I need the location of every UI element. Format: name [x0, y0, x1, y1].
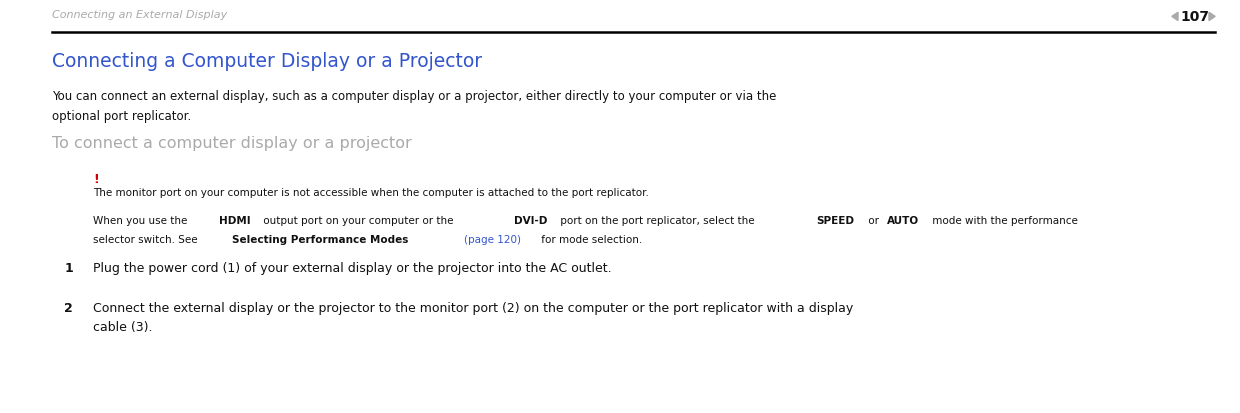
Text: or: or	[866, 216, 882, 225]
Text: When you use the: When you use the	[93, 216, 191, 225]
Text: Selecting Performance Modes: Selecting Performance Modes	[232, 235, 412, 244]
Text: DVI-D: DVI-D	[513, 216, 547, 225]
Text: SPEED: SPEED	[816, 216, 854, 225]
Text: for mode selection.: for mode selection.	[538, 235, 642, 244]
Text: Connecting an External Display: Connecting an External Display	[52, 10, 227, 20]
Text: HDMI: HDMI	[219, 216, 250, 225]
Text: To connect a computer display or a projector: To connect a computer display or a proje…	[52, 135, 412, 150]
Text: selector switch. See: selector switch. See	[93, 235, 201, 244]
Text: 107: 107	[1180, 10, 1209, 24]
Text: output port on your computer or the: output port on your computer or the	[259, 216, 456, 225]
Text: !: !	[93, 172, 99, 185]
Polygon shape	[1172, 13, 1178, 21]
Text: 1: 1	[64, 261, 73, 274]
Text: AUTO: AUTO	[887, 216, 919, 225]
Text: The monitor port on your computer is not accessible when the computer is attache: The monitor port on your computer is not…	[93, 187, 649, 197]
Text: 2: 2	[64, 301, 73, 314]
Text: port on the port replicator, select the: port on the port replicator, select the	[557, 216, 758, 225]
Text: Plug the power cord (1) of your external display or the projector into the AC ou: Plug the power cord (1) of your external…	[93, 261, 611, 274]
Text: cable (3).: cable (3).	[93, 320, 153, 333]
Text: Connect the external display or the projector to the monitor port (2) on the com: Connect the external display or the proj…	[93, 301, 853, 314]
Text: mode with the performance: mode with the performance	[929, 216, 1078, 225]
Text: optional port replicator.: optional port replicator.	[52, 109, 191, 122]
Text: Connecting a Computer Display or a Projector: Connecting a Computer Display or a Proje…	[52, 52, 482, 71]
Text: You can connect an external display, such as a computer display or a projector, : You can connect an external display, suc…	[52, 90, 776, 103]
Polygon shape	[1209, 13, 1215, 21]
Text: (page 120): (page 120)	[465, 235, 522, 244]
